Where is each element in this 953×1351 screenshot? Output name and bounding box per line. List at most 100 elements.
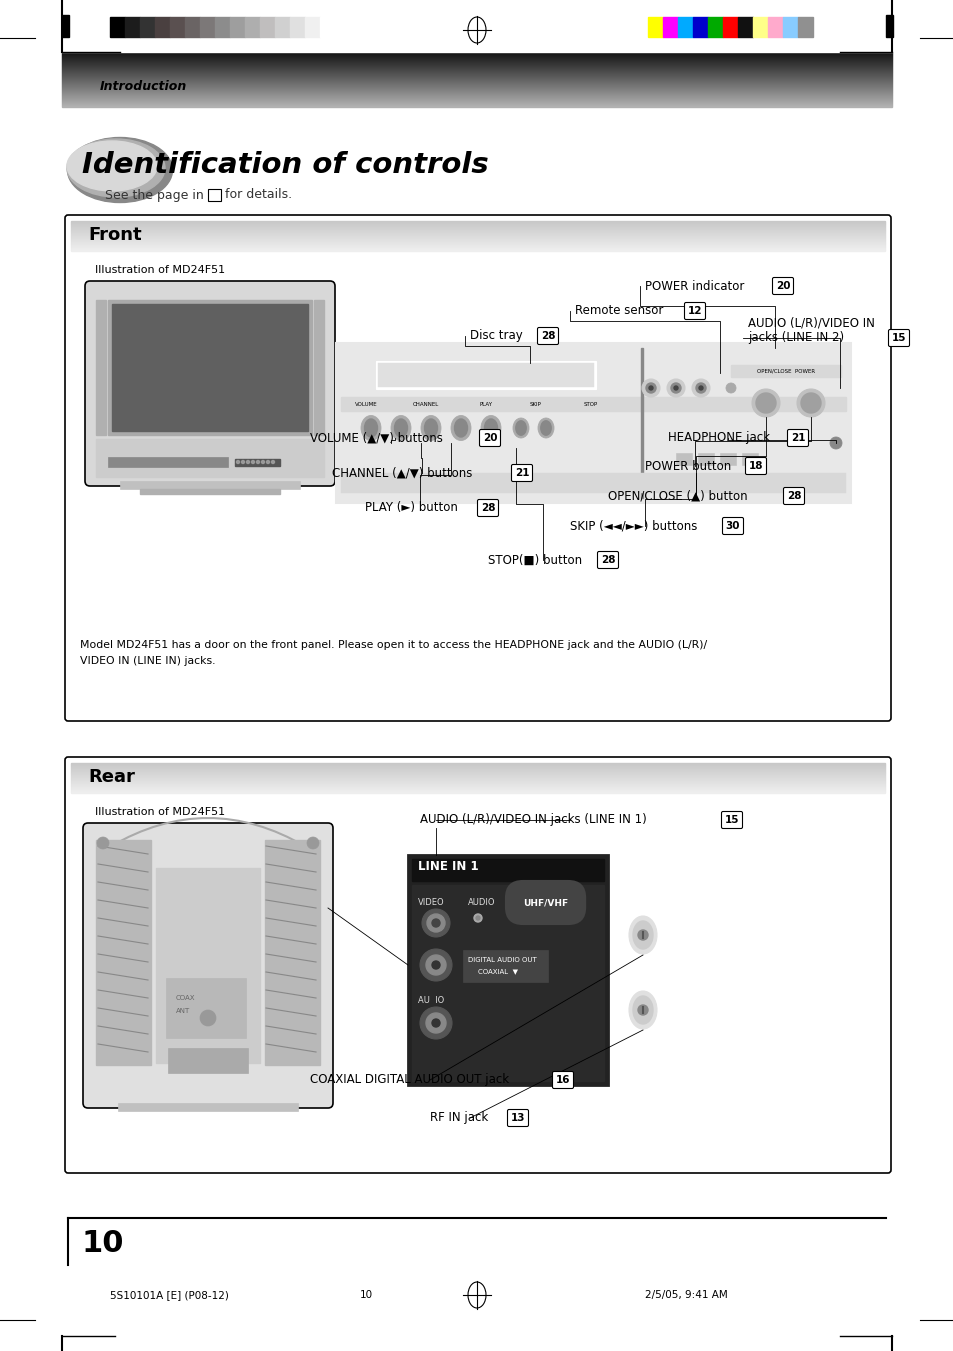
Circle shape bbox=[426, 1013, 446, 1034]
Ellipse shape bbox=[540, 420, 551, 435]
Ellipse shape bbox=[484, 419, 497, 436]
Bar bbox=[314, 300, 324, 435]
Bar bbox=[265, 840, 319, 1065]
Bar bbox=[676, 453, 691, 465]
Circle shape bbox=[252, 461, 254, 463]
Ellipse shape bbox=[420, 416, 440, 440]
Circle shape bbox=[666, 380, 684, 397]
Ellipse shape bbox=[633, 996, 652, 1024]
Bar bbox=[720, 453, 735, 465]
Circle shape bbox=[97, 838, 109, 848]
Bar bbox=[375, 361, 596, 389]
Circle shape bbox=[673, 386, 678, 390]
Bar bbox=[707, 18, 722, 36]
Text: OPEN/CLOSE  POWER: OPEN/CLOSE POWER bbox=[756, 369, 814, 373]
Circle shape bbox=[421, 909, 450, 938]
Text: SKIP: SKIP bbox=[530, 403, 541, 408]
Bar bbox=[692, 18, 707, 36]
Bar bbox=[290, 18, 305, 36]
Text: HEADPHONE jack: HEADPHONE jack bbox=[667, 431, 769, 444]
Bar bbox=[462, 950, 547, 982]
Text: CHANNEL (▲/▼) buttons: CHANNEL (▲/▼) buttons bbox=[332, 466, 472, 480]
Circle shape bbox=[696, 382, 705, 393]
FancyBboxPatch shape bbox=[720, 812, 741, 828]
Circle shape bbox=[638, 1005, 647, 1015]
Circle shape bbox=[755, 393, 775, 413]
FancyBboxPatch shape bbox=[479, 430, 500, 446]
Text: 21: 21 bbox=[515, 467, 529, 478]
Bar bbox=[140, 18, 154, 36]
Ellipse shape bbox=[360, 416, 380, 440]
FancyBboxPatch shape bbox=[786, 430, 807, 446]
Text: Disc tray: Disc tray bbox=[470, 330, 522, 343]
FancyBboxPatch shape bbox=[511, 465, 532, 481]
Circle shape bbox=[307, 838, 318, 848]
Circle shape bbox=[638, 929, 647, 940]
Text: 20: 20 bbox=[482, 434, 497, 443]
Ellipse shape bbox=[468, 18, 485, 43]
Bar bbox=[62, 15, 69, 36]
Text: 10: 10 bbox=[359, 1290, 373, 1300]
Circle shape bbox=[474, 915, 481, 921]
Text: ANT: ANT bbox=[175, 1008, 190, 1015]
Ellipse shape bbox=[395, 419, 407, 436]
Text: CHANNEL: CHANNEL bbox=[413, 403, 438, 408]
Text: Introduction: Introduction bbox=[100, 80, 187, 93]
Circle shape bbox=[751, 389, 780, 417]
Bar bbox=[245, 18, 260, 36]
Text: jacks (LINE IN 2): jacks (LINE IN 2) bbox=[747, 331, 843, 345]
Circle shape bbox=[648, 386, 652, 390]
Text: 12: 12 bbox=[687, 305, 701, 316]
Text: SKIP (◄◄/►►) buttons: SKIP (◄◄/►►) buttons bbox=[569, 520, 697, 532]
FancyBboxPatch shape bbox=[887, 330, 908, 346]
Text: AUDIO (L/R)/VIDEO IN jacks (LINE IN 1): AUDIO (L/R)/VIDEO IN jacks (LINE IN 1) bbox=[419, 813, 646, 827]
Bar bbox=[96, 300, 106, 435]
Text: 13: 13 bbox=[510, 1113, 525, 1123]
Bar bbox=[741, 453, 758, 465]
Bar bbox=[108, 457, 228, 467]
Circle shape bbox=[241, 461, 244, 463]
Text: PLAY (►) button: PLAY (►) button bbox=[365, 501, 457, 515]
Bar bbox=[698, 453, 713, 465]
Text: Model MD24F51 has a door on the front panel. Please open it to access the HEADPH: Model MD24F51 has a door on the front pa… bbox=[80, 640, 706, 650]
Bar bbox=[412, 859, 603, 881]
Bar bbox=[260, 18, 274, 36]
Text: 28: 28 bbox=[786, 490, 801, 501]
Text: COAXIAL  ▼: COAXIAL ▼ bbox=[477, 969, 517, 974]
Ellipse shape bbox=[628, 916, 657, 954]
Text: Remote sensor: Remote sensor bbox=[575, 304, 662, 317]
FancyBboxPatch shape bbox=[684, 303, 705, 319]
Bar bbox=[738, 18, 752, 36]
FancyBboxPatch shape bbox=[537, 327, 558, 345]
Text: 21: 21 bbox=[790, 434, 804, 443]
Circle shape bbox=[645, 382, 656, 393]
Text: Illustration of MD24F51: Illustration of MD24F51 bbox=[95, 265, 225, 276]
Circle shape bbox=[699, 386, 702, 390]
Bar bbox=[408, 855, 607, 1085]
Ellipse shape bbox=[516, 420, 526, 435]
Text: 28: 28 bbox=[480, 503, 495, 513]
Circle shape bbox=[725, 382, 735, 393]
Circle shape bbox=[236, 461, 239, 463]
Text: 2/5/05, 9:41 AM: 2/5/05, 9:41 AM bbox=[644, 1290, 727, 1300]
FancyBboxPatch shape bbox=[721, 517, 742, 535]
Circle shape bbox=[256, 461, 259, 463]
Ellipse shape bbox=[468, 1282, 485, 1308]
Bar bbox=[797, 18, 812, 36]
Ellipse shape bbox=[364, 419, 377, 436]
Ellipse shape bbox=[633, 921, 652, 948]
Circle shape bbox=[476, 916, 479, 920]
Ellipse shape bbox=[451, 416, 471, 440]
Bar bbox=[230, 18, 245, 36]
FancyBboxPatch shape bbox=[744, 458, 765, 474]
Text: AUDIO (L/R)/VIDEO IN: AUDIO (L/R)/VIDEO IN bbox=[747, 316, 874, 330]
Bar bbox=[214, 18, 230, 36]
Text: 15: 15 bbox=[891, 332, 905, 343]
Circle shape bbox=[419, 1006, 452, 1039]
Text: RF IN jack: RF IN jack bbox=[430, 1112, 488, 1124]
Bar bbox=[154, 18, 170, 36]
Text: STOP(■) button: STOP(■) button bbox=[488, 554, 581, 566]
Bar bbox=[112, 304, 308, 431]
Circle shape bbox=[246, 461, 250, 463]
Bar bbox=[96, 439, 324, 477]
